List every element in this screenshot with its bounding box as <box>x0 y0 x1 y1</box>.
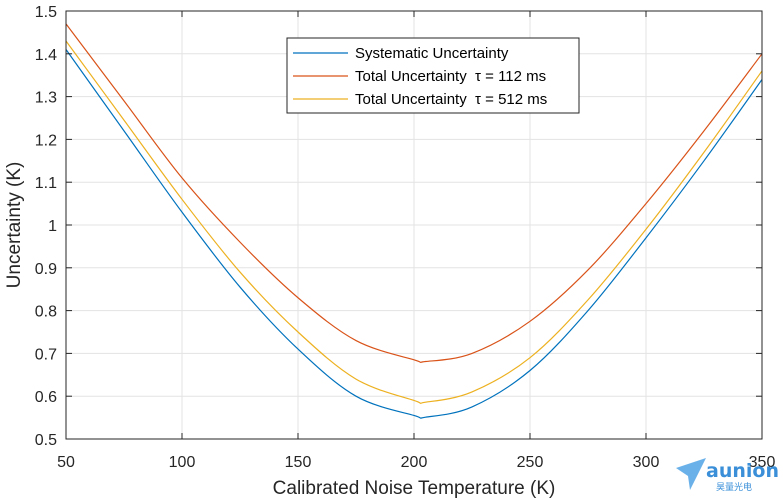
x-tick-label: 100 <box>169 454 196 471</box>
series-line-systematic <box>65 49 763 419</box>
x-tick-label: 200 <box>401 454 428 471</box>
x-axis-ticks: 50 100 150 200 250 300 350 <box>57 11 775 471</box>
y-tick-label: 1.1 <box>35 175 57 192</box>
y-axis-label: Uncertainty (K) <box>4 162 25 289</box>
y-tick-label: 0.9 <box>35 261 57 278</box>
legend-label-systematic: Systematic Uncertainty <box>355 45 509 62</box>
legend-label-total-112: Total Uncertainty τ = 112 ms <box>355 68 546 85</box>
legend: Systematic Uncertainty Total Uncertainty… <box>286 37 580 114</box>
y-tick-label: 1.2 <box>35 132 57 149</box>
paper-plane-icon <box>676 458 706 490</box>
y-tick-label: 1.4 <box>35 47 57 64</box>
y-tick-label: 0.5 <box>35 432 57 449</box>
x-axis-label: Calibrated Noise Temperature (K) <box>273 478 556 499</box>
y-tick-label: 0.8 <box>35 304 57 321</box>
y-tick-label: 1.3 <box>35 90 57 107</box>
x-tick-label: 250 <box>517 454 544 471</box>
series-line-total-112 <box>65 23 763 363</box>
y-tick-label: 0.7 <box>35 346 57 363</box>
series-line-total-512 <box>65 40 763 404</box>
watermark-sub: 昊量光电 <box>716 481 752 493</box>
y-tick-label: 1 <box>48 218 57 235</box>
watermark-brand: aunion <box>706 460 779 482</box>
x-tick-label: 300 <box>633 454 660 471</box>
series-layer <box>65 23 763 419</box>
y-tick-label: 0.6 <box>35 389 57 406</box>
x-tick-label: 50 <box>57 454 75 471</box>
watermark: aunion 昊量光电 <box>676 458 779 493</box>
y-axis-ticks: 0.5 0.6 0.7 0.8 0.9 1 1.1 1.2 1.3 1.4 1.5 <box>35 4 762 449</box>
y-tick-label: 1.5 <box>35 4 57 21</box>
x-tick-label: 150 <box>285 454 312 471</box>
legend-label-total-512: Total Uncertainty τ = 512 ms <box>355 91 547 108</box>
x-tick-label: 350 <box>749 454 776 471</box>
